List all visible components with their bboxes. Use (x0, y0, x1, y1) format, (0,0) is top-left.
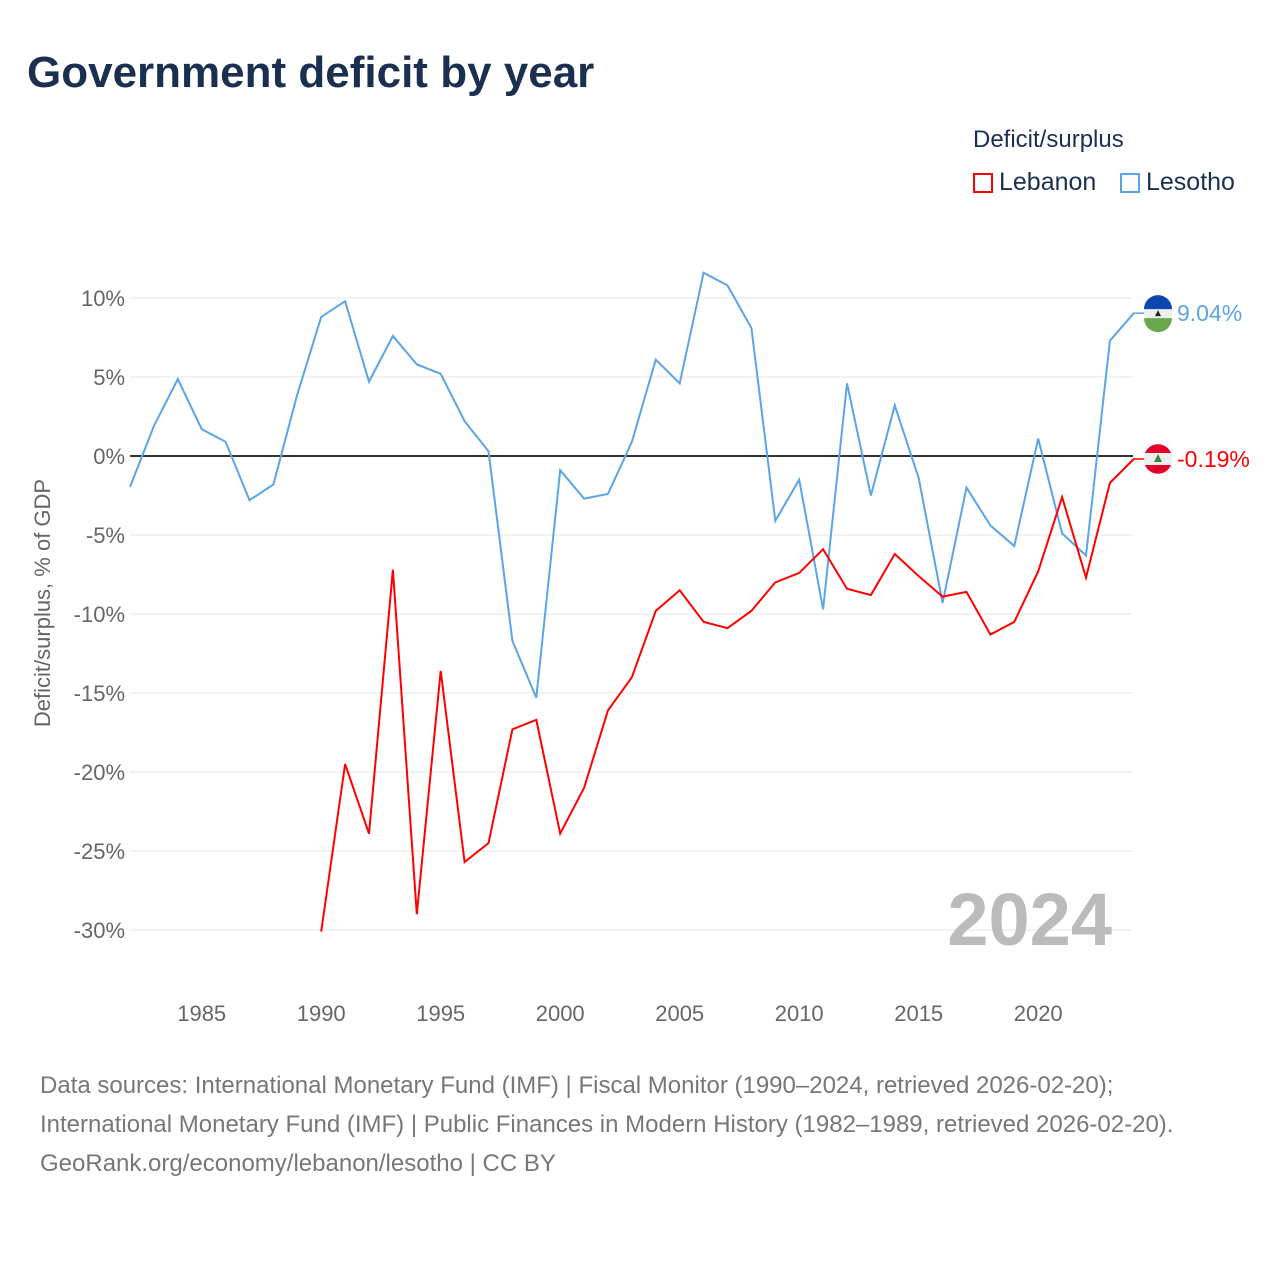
end-value-label: -0.19% (1177, 446, 1250, 472)
legend-item-lebanon[interactable]: Lebanon (973, 168, 1096, 197)
y-tick-label: -5% (86, 523, 125, 548)
data-sources: Data sources: International Monetary Fun… (40, 1072, 1174, 1138)
end-value-label: 9.04% (1177, 300, 1242, 326)
legend-label: Lebanon (999, 168, 1097, 196)
x-tick-label: 1985 (177, 1001, 226, 1026)
y-tick-label: -20% (74, 760, 125, 785)
legend-item-lesotho[interactable]: Lesotho (1120, 168, 1235, 197)
x-tick-label: 2010 (775, 1001, 824, 1026)
flag-band (1144, 318, 1172, 333)
y-tick-label: 10% (81, 286, 125, 311)
y-tick-label: 0% (93, 444, 125, 469)
flag-band (1145, 444, 1171, 454)
flag-hat (1155, 310, 1161, 317)
chart-title: Government deficit by year (27, 48, 595, 97)
x-tick-label: 2000 (536, 1001, 585, 1026)
y-tick-label: -15% (74, 681, 125, 706)
y-tick-label: 5% (93, 365, 125, 390)
flag-band (1145, 465, 1171, 474)
x-tick-label: 2005 (655, 1001, 704, 1026)
y-tick-label: -10% (74, 602, 125, 627)
credit-link[interactable]: GeoRank.org/economy/lebanon/lesotho | CC… (40, 1150, 556, 1177)
y-axis-label: Deficit/surplus, % of GDP (30, 479, 55, 727)
y-tick-label: -30% (74, 918, 125, 943)
legend-label: Lesotho (1146, 168, 1235, 196)
line-chart: 10% 5% 0% -5% -10% -15% -20% -25% -30% 1985 1990 19… (30, 271, 1250, 1026)
x-tick-label: 2020 (1014, 1001, 1063, 1026)
year-watermark: 2024 (947, 878, 1112, 961)
series-line-lebanon (320, 458, 1135, 932)
legend-title: Deficit/surplus (973, 126, 1124, 153)
x-tick-label: 1995 (416, 1001, 465, 1026)
flag-cedar (1154, 454, 1162, 463)
x-tick-label: 2015 (894, 1001, 943, 1026)
flag-band (1144, 295, 1172, 310)
x-tick-label: 1990 (297, 1001, 346, 1026)
lebanon-swatch (973, 172, 993, 193)
y-tick-label: -25% (74, 839, 125, 864)
footer: Data sources: International Monetary Fun… (40, 1066, 1240, 1183)
lesotho-swatch (1120, 172, 1140, 193)
series-line-lesotho (129, 271, 1135, 699)
